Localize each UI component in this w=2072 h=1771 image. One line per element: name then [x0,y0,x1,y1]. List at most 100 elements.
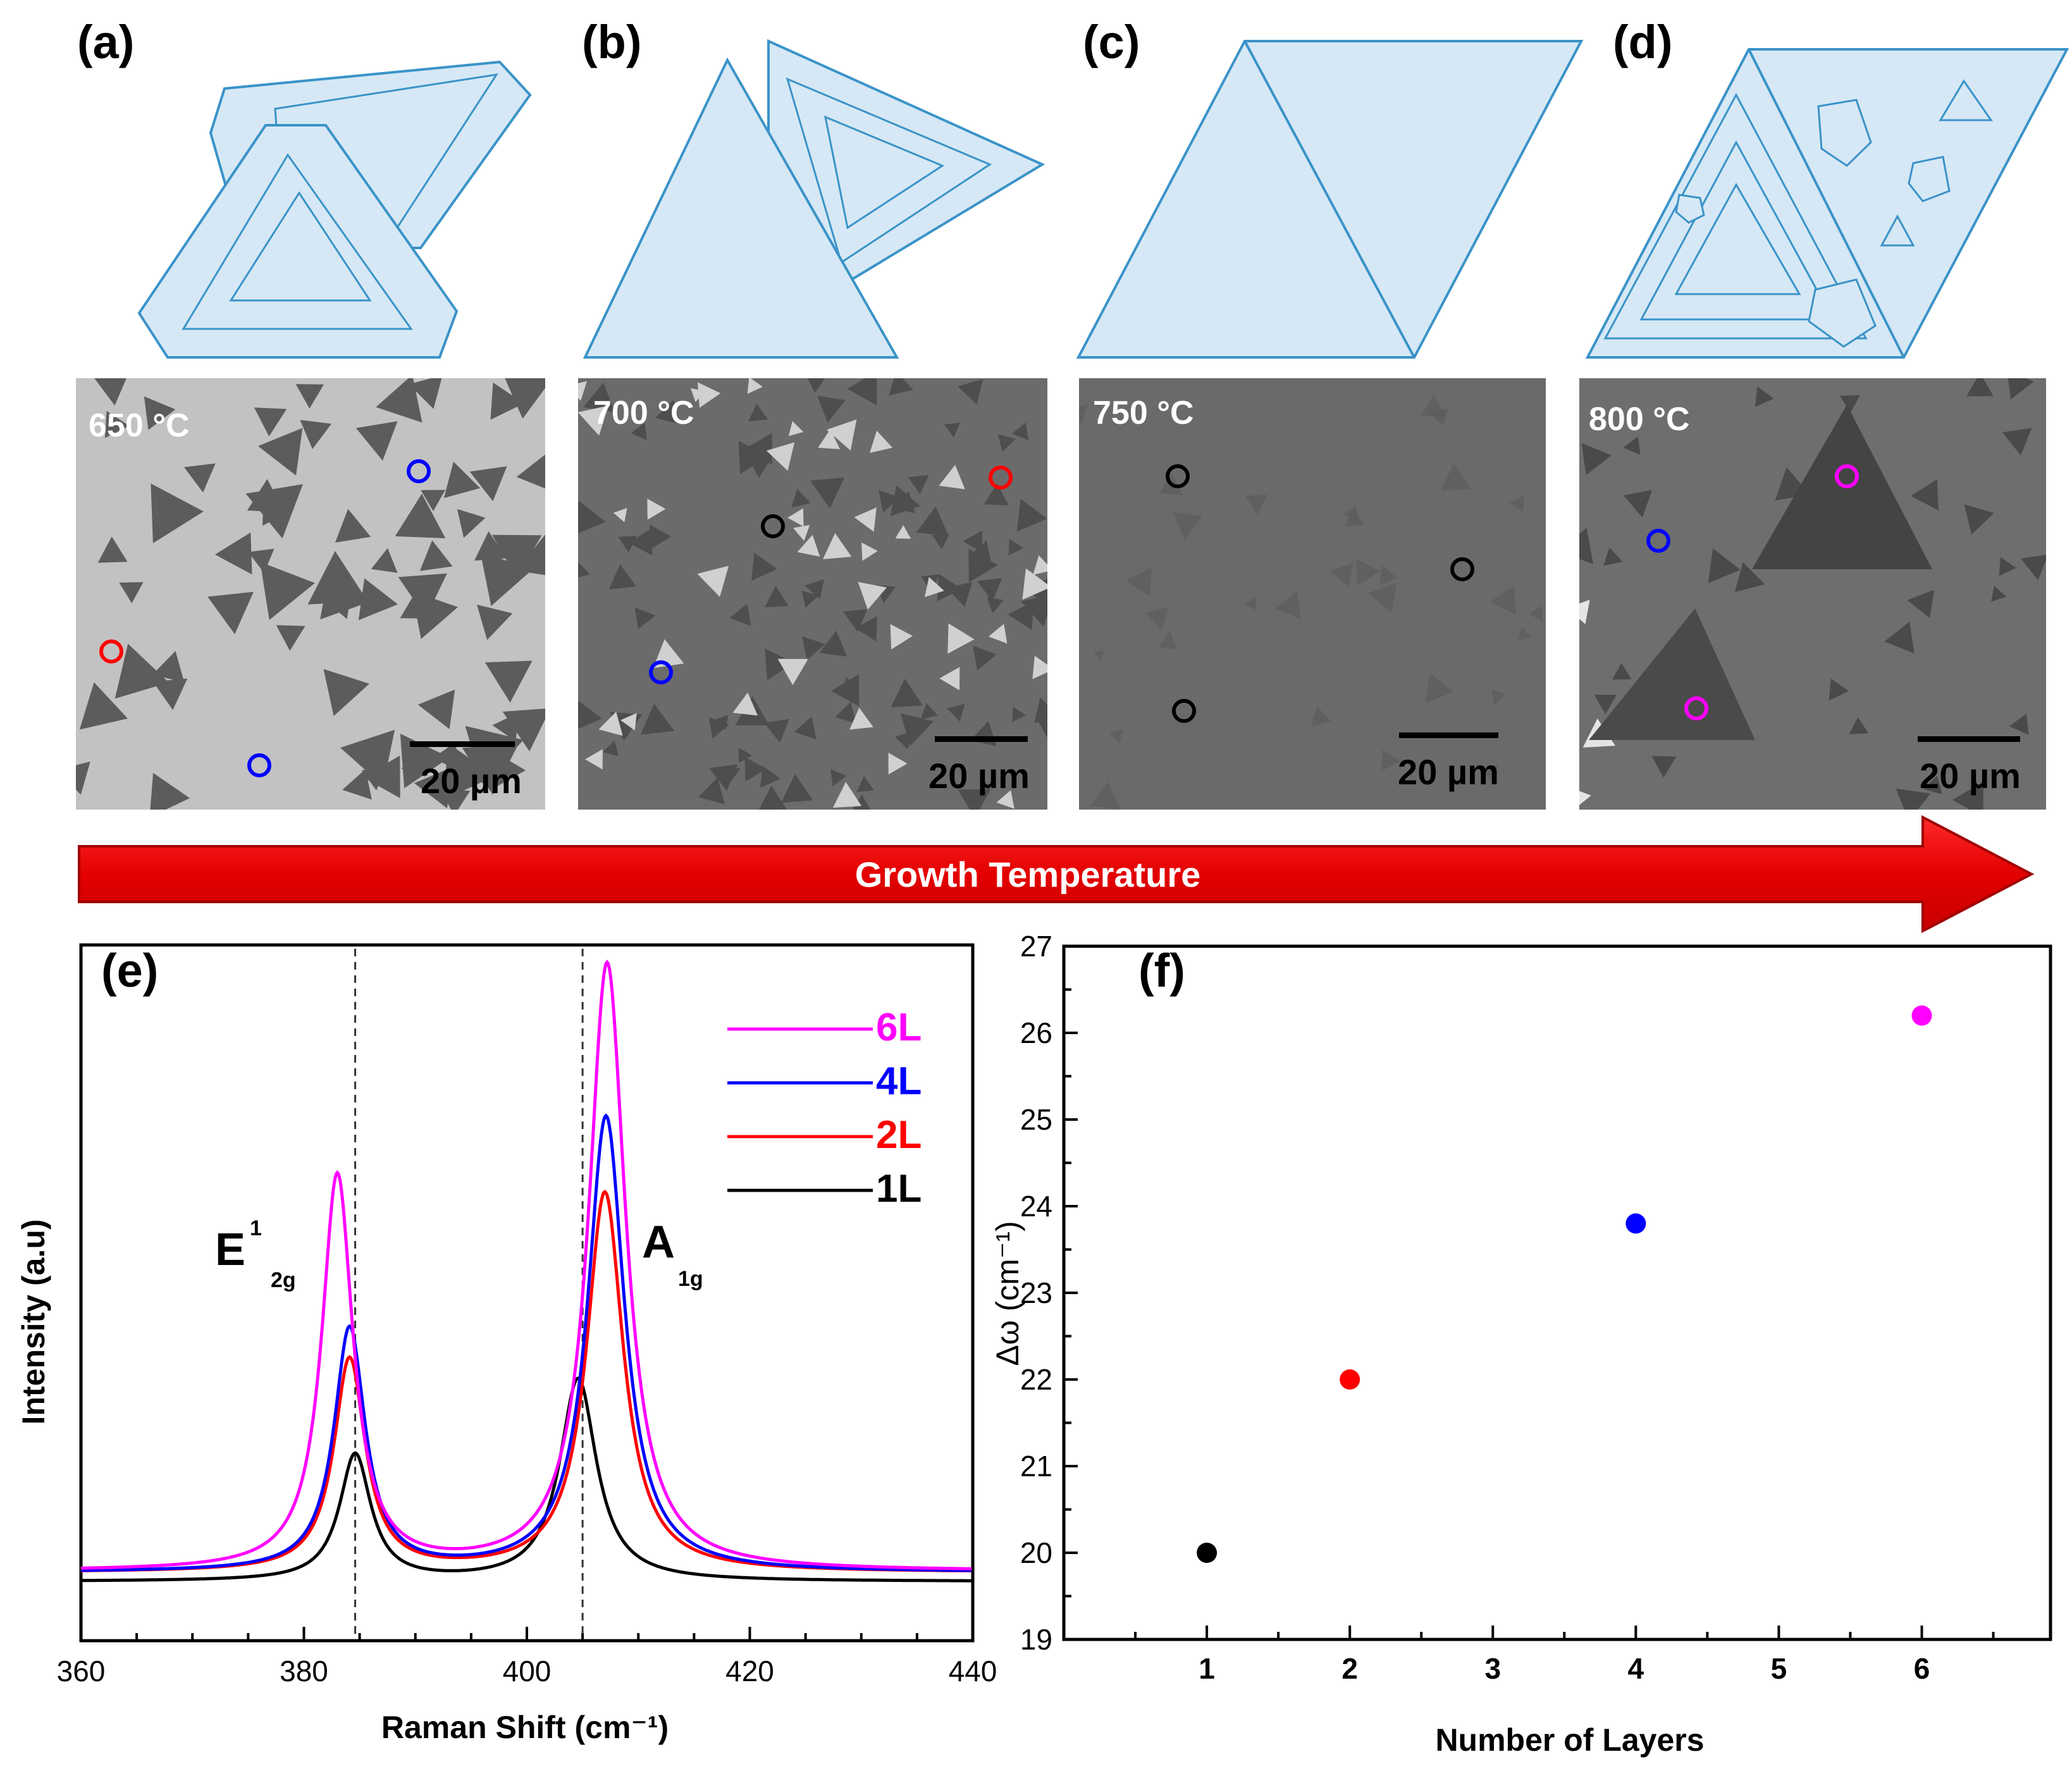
sem-flake [1244,596,1257,610]
delta-omega-y-tick-label: 26 [1020,1016,1052,1049]
raman-x-tick-label: 380 [280,1655,328,1688]
sem-flake [260,562,315,620]
sem-flake [890,624,913,650]
sem-flake [631,423,647,440]
raman-legend-label-1L: 1L [876,1167,922,1211]
sem-flake [647,498,666,520]
schematic-b [583,39,1045,359]
sem-flake [335,509,371,543]
sem-flake [793,524,810,541]
sem-flake [1275,591,1301,619]
sem-large-flake [1589,608,1755,740]
sem-flake [827,419,857,451]
sem-flake [628,528,653,556]
sem-flake [419,540,453,571]
sem-flake [1090,781,1121,810]
sem-flake [323,669,369,717]
marker-4L [407,459,431,483]
schematic-b-front-triangle [583,57,899,359]
marker-4L [247,753,271,777]
sem-flake [805,579,824,600]
sem-flake [842,609,868,632]
schematic-c-boundary [1243,40,1415,358]
sem-flake [1425,673,1453,703]
sem-flake [892,491,916,514]
sem-flake [765,648,794,681]
marker-6L [1835,464,1859,488]
raman-peak-label-e2g: E 1 2g [215,1216,296,1292]
schematic-d-ring-3 [1674,182,1801,295]
sem-flake [1839,395,1860,413]
sem-flake [1310,706,1332,727]
raman-legend-label-6L: 6L [876,1006,922,1049]
growth-temperature-label: Growth Temperature [855,855,1201,894]
sem-flake [1991,586,2007,602]
delta-omega-plot-frame [1062,944,2052,1641]
marker-4L [649,660,673,684]
sem-flake [474,531,507,561]
panel-tag-d: (d) [1613,16,1673,68]
raman-series-1L [81,1376,972,1583]
marker-1L [1450,557,1474,581]
sem-flake [697,565,729,597]
sem-flake [781,774,813,803]
sem-flake [797,534,820,557]
sem-flake [939,465,965,490]
marker-1L [1166,464,1190,488]
sem-flake [1481,765,1499,782]
sem-flake [997,434,1016,452]
sem-flake [1754,386,1774,407]
sem-flake [958,379,984,405]
sem-flake [932,533,949,550]
sem-flake [1509,495,1524,512]
sem-image-b [578,378,1047,810]
svg-text:2g: 2g [271,1268,296,1292]
raman-y-axis-label: Intensity (a.u) [16,1219,51,1424]
sem-flake [921,703,938,719]
sem-flake [1011,423,1029,441]
marker-4L [1646,529,1670,553]
sem-flake [1623,490,1653,518]
delta-omega-x-tick-label: 3 [1484,1652,1501,1685]
schematic-d-island-4 [1880,214,1915,247]
sem-flake [939,667,960,691]
scale-bar-d-label: 20 µm [1920,756,2021,796]
sem-flake [973,645,997,671]
delta-omega-x-tick-label: 2 [1341,1652,1358,1685]
scale-bar-b: 20 µm [928,736,1030,796]
sem-flake [150,773,190,810]
marker-2L [989,466,1013,490]
raman-series-6L [81,960,972,1570]
sem-flake [1923,775,1942,794]
delta-omega-x-tick-label: 5 [1771,1652,1787,1685]
delta-omega-y-axis-label: Δω (cm⁻¹) [990,1221,1025,1366]
sem-flake [1489,585,1516,615]
delta-omega-y-tick-label: 20 [1020,1536,1052,1569]
sem-flake [1245,495,1268,515]
delta-omega-point [1340,1369,1360,1390]
schematic-a-front-ring-2 [229,191,372,302]
sem-flake [1966,378,1994,397]
temperature-label-d: 800 °C [1589,401,1690,438]
sem-flake [817,395,846,423]
schematic-c [1076,40,1584,359]
sem-flake [963,530,983,553]
sem-flake [490,382,524,420]
sem-flake [1907,589,1934,619]
growth-temperature-arrow: Growth Temperature [78,815,2035,934]
sem-flake [355,421,398,461]
sem-flake [787,508,804,527]
sem-flake [1012,707,1027,722]
sem-flake [1612,663,1632,680]
sem-flake [968,548,998,583]
sem-flake [791,488,811,508]
sem-flake [152,678,188,710]
schematic-d-island-6 [1808,278,1877,348]
sem-flake [613,508,627,522]
sem-flake [1734,562,1765,593]
svg-text:A: A [642,1217,675,1268]
sem-flake [1581,443,1612,476]
sem-flake [760,765,781,788]
sem-flake [2007,378,2034,400]
